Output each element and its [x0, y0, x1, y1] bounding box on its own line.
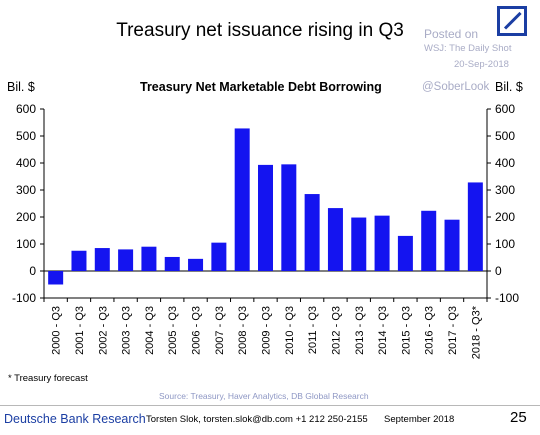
x-tick-label: 2007 - Q3 — [214, 306, 226, 355]
y-tick-label-left: 0 — [29, 264, 36, 278]
watermark: Posted on WSJ: The Daily Shot 20-Sep-201… — [424, 27, 511, 72]
watermark-handle: @SoberLook — [422, 81, 490, 93]
x-tick-label: 2014 - Q3 — [377, 306, 389, 355]
x-tick-label: 2002 - Q3 — [97, 306, 109, 355]
bar — [374, 215, 390, 271]
x-tick-label: 2006 - Q3 — [191, 306, 203, 355]
y-tick-label-right: 400 — [495, 156, 515, 170]
y-tick-label-left: 300 — [16, 183, 36, 197]
y-tick-label-right: 500 — [495, 129, 515, 143]
y-tick-label-left: -100 — [12, 291, 36, 305]
x-tick-label: 2008 - Q3 — [237, 306, 249, 355]
x-tick-label: 2016 - Q3 — [424, 306, 436, 355]
x-tick-label: 2012 - Q3 — [330, 306, 342, 355]
x-tick-label: 2003 - Q3 — [121, 306, 133, 355]
bar — [141, 246, 157, 271]
deutsche-bank-logo-icon — [497, 6, 527, 36]
bar — [351, 217, 367, 271]
footer-divider — [0, 405, 540, 406]
bar — [304, 194, 320, 271]
watermark-date: 20-Sep-2018 — [454, 59, 509, 70]
footer-author: Torsten Slok, torsten.slok@db.com +1 212… — [146, 414, 368, 425]
y-tick-label-right: 200 — [495, 210, 515, 224]
bar — [444, 219, 460, 271]
bar — [48, 271, 64, 285]
slide-title: Treasury net issuance rising in Q3 — [116, 20, 404, 41]
x-tick-label: 2001 - Q3 — [74, 306, 86, 355]
bar — [118, 249, 134, 271]
x-tick-label: 2013 - Q3 — [354, 306, 366, 355]
bar — [281, 164, 297, 271]
x-tick-label: 2009 - Q3 — [261, 306, 273, 355]
bar — [327, 208, 343, 271]
y-axis-left-label: Bil. $ — [7, 80, 35, 94]
y-tick-label-right: 300 — [495, 183, 515, 197]
y-tick-label-right: 600 — [495, 102, 515, 116]
watermark-posted: Posted on — [424, 27, 479, 41]
y-tick-label-left: 100 — [16, 237, 36, 251]
watermark-source: WSJ: The Daily Shot — [424, 43, 512, 54]
bar — [467, 182, 483, 271]
bar — [211, 242, 227, 271]
x-tick-label: 2017 - Q3 — [447, 306, 459, 355]
page-number: 25 — [510, 409, 527, 426]
x-tick-label: 2004 - Q3 — [144, 306, 156, 355]
chart-title: Treasury Net Marketable Debt Borrowing — [140, 80, 382, 94]
bar — [164, 256, 180, 271]
y-tick-label-right: 100 — [495, 237, 515, 251]
source-note: Source: Treasury, Haver Analytics, DB Gl… — [159, 391, 369, 401]
bar — [397, 235, 413, 271]
bar — [258, 164, 273, 271]
x-tick-label: 2010 - Q3 — [284, 306, 296, 355]
bar — [71, 250, 87, 271]
y-tick-label-left: 500 — [16, 129, 36, 143]
y-axis-right-label: Bil. $ — [495, 80, 523, 94]
y-tick-label-right: -100 — [495, 291, 519, 305]
y-tick-label-left: 400 — [16, 156, 36, 170]
x-tick-label: 2018 - Q3* — [470, 305, 482, 359]
y-tick-label-left: 600 — [16, 102, 36, 116]
footer-org: Deutsche Bank Research — [4, 412, 146, 426]
x-tick-label: 2005 - Q3 — [167, 306, 179, 355]
x-tick-label: 2000 - Q3 — [51, 306, 63, 355]
x-tick-label: 2011 - Q3 — [307, 306, 319, 354]
x-tick-label: 2015 - Q3 — [400, 306, 412, 355]
footnote: * Treasury forecast — [8, 373, 88, 384]
y-tick-label-right: 0 — [495, 264, 502, 278]
footer-date: September 2018 — [384, 414, 455, 425]
bar — [94, 248, 110, 271]
bar — [188, 258, 204, 271]
bar — [234, 128, 250, 271]
bar — [421, 210, 437, 271]
y-tick-label-left: 200 — [16, 210, 36, 224]
